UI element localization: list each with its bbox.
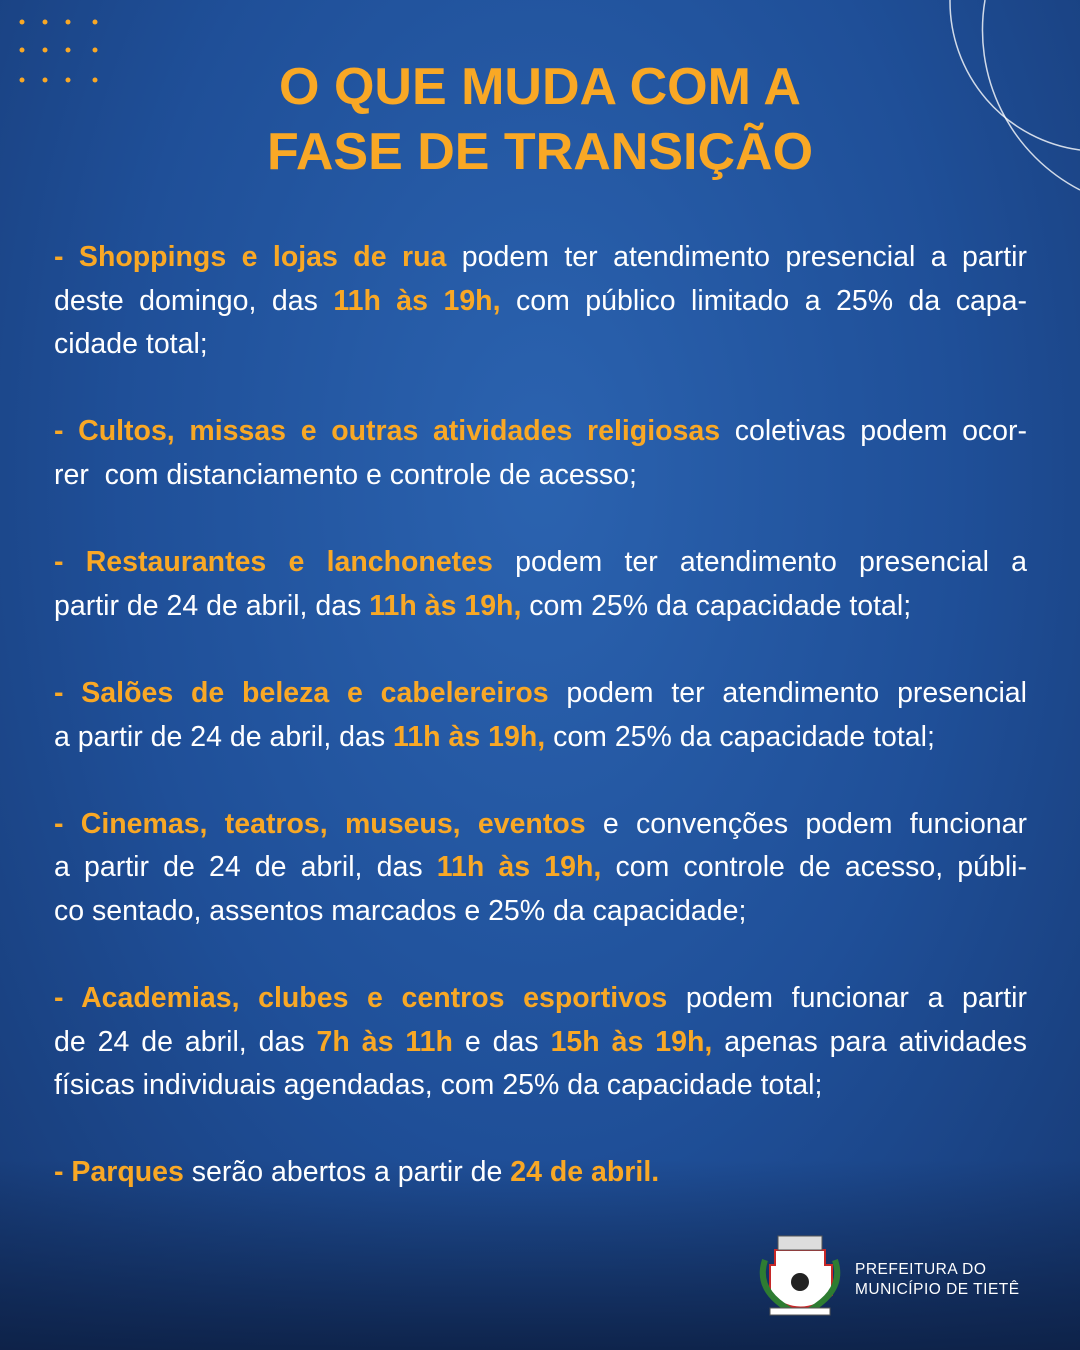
body-text: com controle de acesso, públi- (601, 851, 1027, 884)
body-text: e das (452, 1025, 551, 1058)
crest (759, 1235, 841, 1316)
body-text: a partir de 24 de abril, das (54, 851, 437, 884)
item-line: cidade total; (54, 323, 1027, 367)
highlight-text: - Shoppings e lojas de rua (54, 241, 447, 273)
body-text: com 25% da capacidade total; (545, 720, 935, 753)
item: - Academias, clubes e centros esportivos… (54, 977, 1027, 1108)
body-text: com 25% da capacidade total; (521, 589, 912, 622)
title-line: FASE DE TRANSIÇÃO (266, 123, 814, 181)
item-line: - Academias, clubes e centros esportivos… (54, 977, 1027, 1021)
footer-line: PREFEITURA DO (855, 1261, 987, 1278)
highlight-text: 7h às 11h (316, 1025, 453, 1058)
item-line: - Cultos, missas e outras atividades rel… (54, 410, 1027, 454)
item-line: partir de 24 de abril, das 11h às 19h, c… (54, 585, 1027, 629)
item-line: físicas individuais agendadas, com 25% d… (54, 1064, 1027, 1108)
title: O QUE MUDA COM A FASE DE TRANSIÇÃO (0, 55, 1080, 185)
body-text: cidade total; (54, 328, 208, 361)
body-text: podem ter atendimento presencial a (492, 546, 1027, 579)
body-text: podem funcionar a partir (667, 982, 1027, 1015)
body-text: podem ter atendimento presencial (548, 676, 1027, 709)
body-text: deste domingo, das (54, 284, 334, 317)
highlight-text: 11h às 19h, (436, 851, 602, 884)
body-text: apenas para atividades (712, 1025, 1027, 1058)
footer-line: MUNICÍPIO DE TIETÊ (855, 1281, 1020, 1298)
highlight-text: - Salões de beleza e cabelereiros (54, 676, 549, 709)
body-text: e convenções podem funcionar (585, 807, 1027, 840)
highlight-text: 11h às 19h, (333, 284, 501, 317)
item: - Parques serão abertos a partir de 24 d… (54, 1151, 1027, 1195)
item-line: - Shoppings e lojas de rua podem ter ate… (54, 236, 1027, 280)
body-text: partir de 24 de abril, das (54, 589, 370, 622)
body-text: serão abertos a partir de (183, 1156, 511, 1189)
item-line: deste domingo, das 11h às 19h, com públi… (54, 280, 1027, 324)
item-line: a partir de 24 de abril, das 11h às 19h,… (54, 846, 1027, 890)
body-text: de 24 de abril, das (54, 1025, 317, 1058)
item: - Shoppings e lojas de rua podem ter ate… (54, 236, 1027, 367)
body-text: co sentado, assentos marcados e 25% da c… (54, 894, 747, 927)
highlight-text: 11h às 19h, (393, 720, 546, 753)
city-backdrop (0, 1160, 1080, 1350)
item-line: rer com distanciamento e controle de ace… (54, 454, 1027, 498)
body-text: coletivas podem ocor- (720, 415, 1027, 448)
highlight-text: - Parques (54, 1156, 184, 1189)
highlight-text: - Academias, clubes e centros esportivos (54, 982, 668, 1015)
item: - Cultos, missas e outras atividades rel… (54, 410, 1027, 497)
item-line: co sentado, assentos marcados e 25% da c… (54, 890, 1027, 934)
footer: PREFEITURA DO MUNICÍPIO DE TIETÊ (855, 1260, 1020, 1300)
body-text: físicas individuais agendadas, com 25% d… (54, 1069, 823, 1102)
highlight-text: - Restaurantes e lanchonetes (54, 546, 493, 579)
highlight-text: 11h às 19h, (369, 589, 522, 622)
highlight-text: 15h às 19h, (550, 1025, 713, 1058)
item: - Salões de beleza e cabelereiros podem … (54, 672, 1027, 759)
body-text: rer com distanciamento e controle de ace… (54, 458, 637, 491)
item-line: - Cinemas, teatros, museus, eventos e co… (54, 803, 1027, 847)
item-line: - Salões de beleza e cabelereiros podem … (54, 672, 1027, 716)
body-text: a partir de 24 de abril, das (54, 720, 394, 753)
item-line: - Restaurantes e lanchonetes podem ter a… (54, 541, 1027, 585)
item: - Cinemas, teatros, museus, eventos e co… (54, 803, 1027, 934)
highlight-text: 24 de abril. (510, 1156, 660, 1189)
body-text: com público limitado a 25% da capa- (500, 284, 1027, 317)
item: - Restaurantes e lanchonetes podem ter a… (54, 541, 1027, 628)
item-line: de 24 de abril, das 7h às 11h e das 15h … (54, 1021, 1027, 1065)
item-line: a partir de 24 de abril, das 11h às 19h,… (54, 716, 1027, 760)
item-line: - Parques serão abertos a partir de 24 d… (54, 1151, 1027, 1195)
title-line: O QUE MUDA COM A (279, 58, 801, 116)
highlight-text: - Cinemas, teatros, museus, eventos (54, 807, 586, 840)
item-list: - Shoppings e lojas de rua podem ter ate… (54, 236, 1027, 1239)
highlight-text: - Cultos, missas e outras atividades rel… (54, 415, 721, 448)
body-text: podem ter atendimento presencial a parti… (446, 241, 1027, 273)
